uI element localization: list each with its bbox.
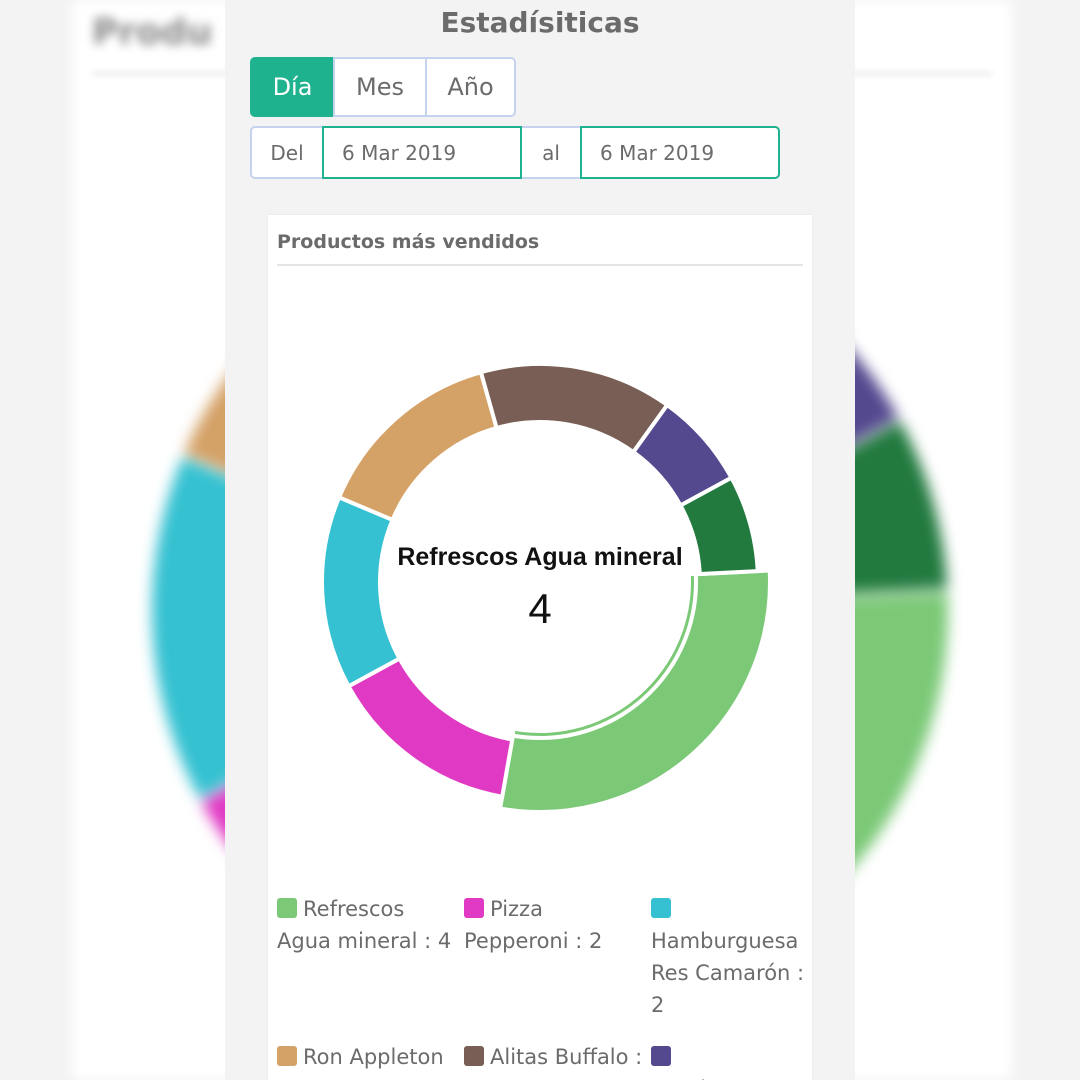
- legend-swatch: [464, 898, 484, 918]
- card-title: Productos más vendidos: [277, 231, 540, 253]
- legend-item[interactable]: Alitas Buffalo : 2: [464, 1041, 651, 1080]
- donut-slice-refrescos-agua-mineral[interactable]: [497, 568, 772, 814]
- legend-item[interactable]: Hamburguesa Res Camarón : 2: [651, 893, 807, 1021]
- period-tabs: Día Mes Año: [250, 57, 516, 117]
- from-label: Del: [250, 126, 322, 179]
- from-date-field[interactable]: 6 Mar 2019: [322, 126, 522, 179]
- blurred-title: Produ: [92, 12, 213, 53]
- tab-ano[interactable]: Año: [425, 57, 516, 117]
- legend-label: Hamburguesa Res Camarón : 2: [651, 929, 805, 1017]
- center-label: Refrescos Agua mineral: [397, 543, 683, 571]
- donut-chart[interactable]: [268, 215, 812, 875]
- donut-slice-series-6[interactable]: [677, 475, 760, 577]
- legend-label: Ron Appleton: [303, 1045, 444, 1069]
- legend-swatch: [651, 1046, 671, 1066]
- card-divider: [277, 264, 803, 266]
- legend-label: Alitas Buffalo : 2: [464, 1045, 643, 1080]
- legend-item[interactable]: Refrescos Agua mineral : 4: [277, 893, 464, 1021]
- date-range: Del 6 Mar 2019 al 6 Mar 2019: [250, 126, 780, 179]
- legend-item[interactable]: Pizza Pepperoni : 2: [464, 893, 651, 1021]
- legend-swatch: [464, 1046, 484, 1066]
- legend-item[interactable]: Hamburguesa: [651, 1041, 807, 1080]
- to-label: al: [522, 126, 580, 179]
- legend-label: Hamburguesa: [651, 1077, 798, 1080]
- legend-item[interactable]: Ron Appleton: [277, 1041, 464, 1080]
- top-products-card: Productos más vendidos Refrescos Agua mi…: [268, 215, 812, 1080]
- app-screen: Estadísiticas Día Mes Año Del 6 Mar 2019…: [225, 0, 855, 1080]
- donut-slice-pizza-pepperoni[interactable]: [345, 655, 515, 800]
- page-title: Estadísiticas: [440, 6, 640, 39]
- center-value: 4: [528, 585, 552, 632]
- legend-swatch: [277, 898, 297, 918]
- chart-legend: Refrescos Agua mineral : 4 Pizza Pepperon…: [277, 893, 807, 1080]
- legend-label: Refrescos Agua mineral : 4: [277, 897, 452, 953]
- tab-dia[interactable]: Día: [250, 57, 335, 117]
- legend-swatch: [651, 898, 671, 918]
- legend-swatch: [277, 1046, 297, 1066]
- tab-mes[interactable]: Mes: [333, 57, 427, 117]
- donut-slice-ron-appleton[interactable]: [336, 369, 500, 523]
- donut-slice-alitas-buffalo[interactable]: [478, 362, 671, 455]
- to-date-field[interactable]: 6 Mar 2019: [580, 126, 780, 179]
- legend-label: Pizza Pepperoni : 2: [464, 897, 603, 953]
